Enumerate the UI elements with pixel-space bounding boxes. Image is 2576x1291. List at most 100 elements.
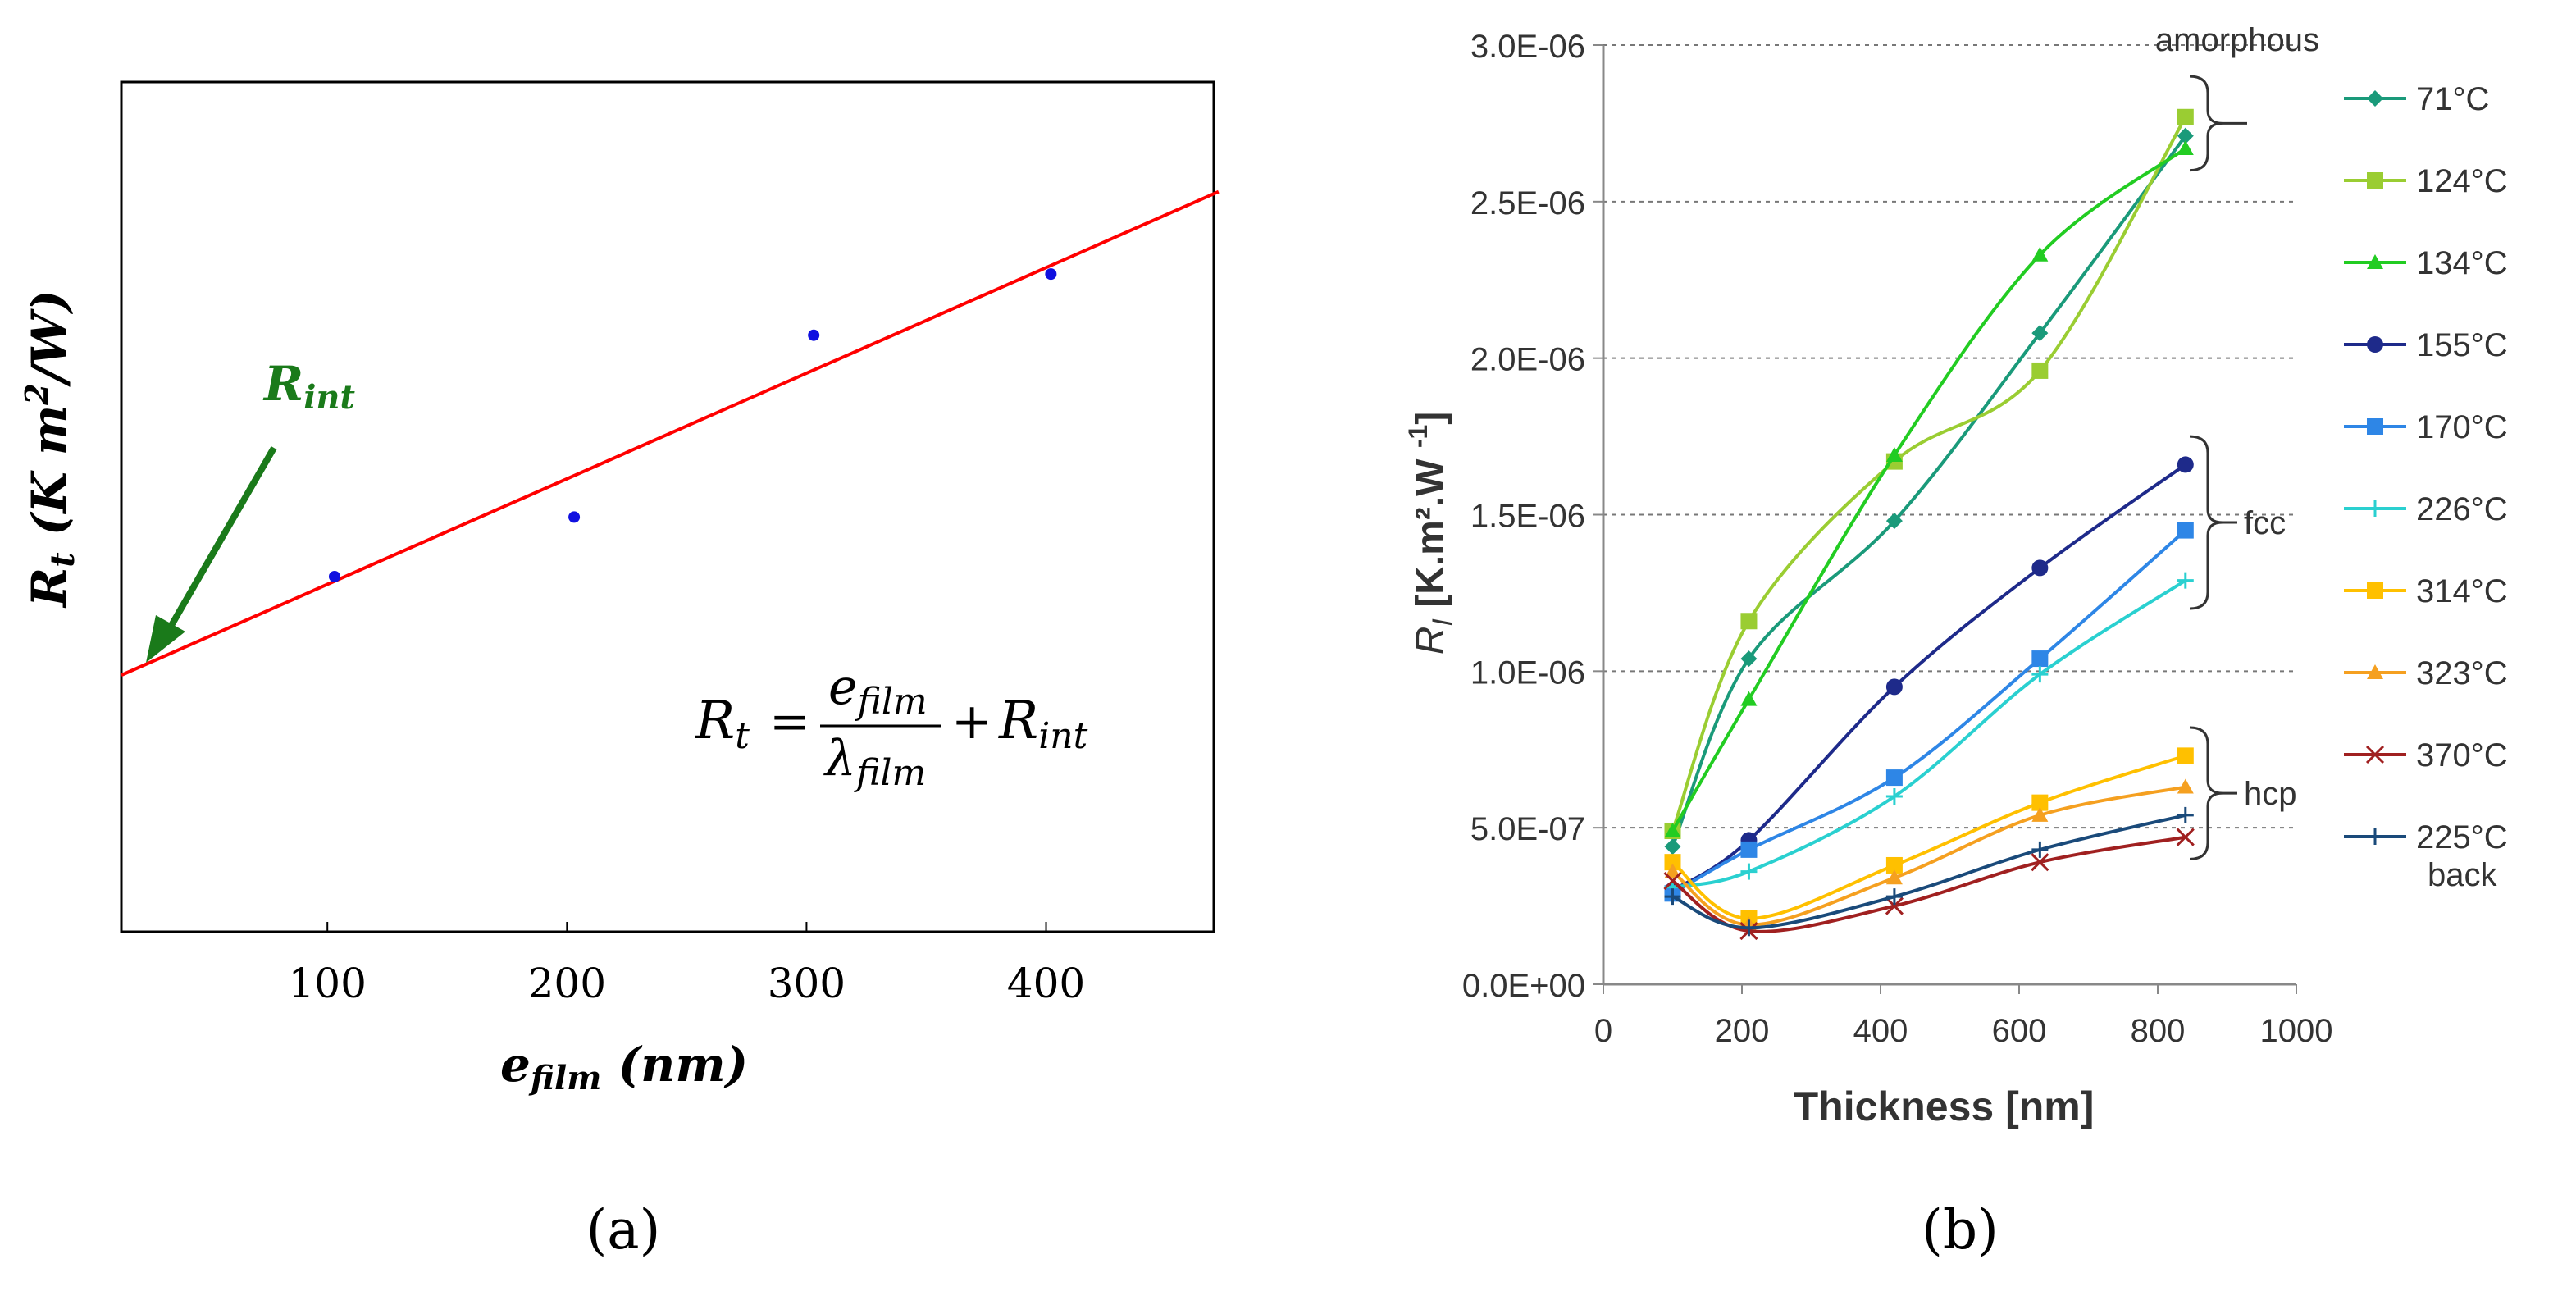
r-int-annotation: Rint [146,356,355,663]
phase-label: fcc [2244,505,2286,541]
x-tick-label: 1000 [2260,1013,2333,1049]
phase-hcp: hcp [2189,726,2297,860]
series-line [1671,135,2187,847]
series-170C [1664,522,2194,902]
x-tick-label: 200 [1715,1013,1770,1049]
series-marker [1664,863,1681,878]
fit-line [121,189,1220,677]
eq-rhs: R [998,691,1038,751]
series-marker [2031,325,2049,342]
eq-denominator-sub: film [854,752,926,794]
panel-b-label: (b) [1922,1198,1999,1261]
data-point [808,329,820,341]
legend-label: 71°C [2416,81,2489,117]
series-134C [1664,139,2194,837]
series-marker [2031,362,2049,379]
r-int-arrowhead [146,615,185,663]
legend-item: 314°C [2344,573,2508,609]
series-marker [1885,446,1903,462]
legend-item: 155°C [2344,327,2508,363]
x-tick-label: 600 [1992,1013,2047,1049]
legend-item: 226°C [2344,491,2508,527]
r-int-arrow [161,445,277,641]
phase-label: amorphous [2155,22,2319,58]
panel-a-label: (a) [586,1198,661,1261]
legend-label: 225°C [2416,819,2508,855]
x-tick-label: 100 [288,960,366,1007]
series-marker [1885,888,1903,906]
svg-text:λfilm: λfilm [823,730,926,794]
series-marker [1664,888,1681,906]
series-marker [2031,559,2049,577]
phase-amorphous: amorphous [2155,22,2319,172]
y-tick-label: 2.5E-06 [1470,185,1585,221]
marker-stroke [2365,745,2385,764]
y-tick-label: 2.0E-06 [1470,342,1585,378]
series-marker [2367,500,2383,517]
panel-a-x-axis-label: efilm (nm) [500,1037,748,1097]
phase-fcc: fcc [2189,435,2286,610]
series-marker [1885,678,1903,696]
series-marker [2177,108,2194,125]
series-marker [2177,127,2194,144]
eq-lhs-sub: t [735,715,750,757]
series-marker [2031,794,2049,811]
x-tick-label: 300 [768,960,846,1007]
series-marker [2367,664,2383,679]
series-marker [1664,838,1681,855]
series-marker [1664,854,1681,871]
legend-label: 314°C [2416,573,2508,609]
x-tick-label: 0 [1594,1013,1612,1049]
phase-brace [2189,726,2223,860]
svg-text:Rint: Rint [262,356,355,417]
series-marker [1740,863,1758,880]
eq-lhs: R [695,691,735,751]
series-line [1671,147,2186,832]
series-marker [2031,841,2049,858]
panel-a-y-axis-label: Rt (K m2/W) [18,290,82,609]
series-marker [1740,650,1758,668]
r-int-main: R [262,356,303,412]
series-marker [1885,896,1904,915]
series-marker [1740,691,1758,706]
legend-label: 134°C [2416,245,2508,281]
x-tick-label: 200 [528,960,606,1007]
legend-item: 370°C [2344,737,2508,773]
panel-a-plot-frame [120,80,1215,933]
series-314C [1664,747,2194,927]
marker-stroke [1663,871,1682,891]
legend-label: 323°C [2416,655,2508,691]
phase-label: hcp [2244,776,2297,812]
series-71C [1664,127,2194,855]
panel-b-y-axis-label: RI [K.m².W -1] [1403,412,1458,655]
series-marker [2177,522,2194,539]
legend-label: 370°C [2416,737,2508,773]
x-tick-label: 400 [1853,1013,1908,1049]
series-marker [2031,853,2049,872]
series-marker [1885,769,1903,787]
series-line [1671,463,2186,892]
series-marker [2177,139,2194,155]
y-tick-label: 1.0E-06 [1470,655,1585,691]
series-marker [2177,572,2194,589]
series-marker [2367,418,2383,435]
series-marker [2031,806,2049,822]
data-point [328,570,340,582]
series-marker [2031,650,2049,668]
series-marker [2367,828,2383,845]
legend-label: 226°C [2416,491,2508,527]
series-marker [2177,806,2194,823]
series-line [1671,116,2187,832]
phase-brace [2189,75,2223,172]
svg-text:efilm: efilm [828,659,928,723]
series-marker [1885,513,1903,530]
panel-b-chart: 0.0E+00 5.0E-07 1.0E-06 1.5E-06 2.0E-06 2.5E-… [1403,22,2508,1261]
series-marker [1885,788,1903,805]
y-tick-label: 0.0E+00 [1462,968,1585,1004]
y-tick-label: 1.5E-06 [1470,499,1585,535]
series-marker [2177,456,2194,473]
marker-stroke [1885,896,1904,915]
legend-label: 124°C [2416,163,2508,199]
series-marker [2177,778,2194,794]
